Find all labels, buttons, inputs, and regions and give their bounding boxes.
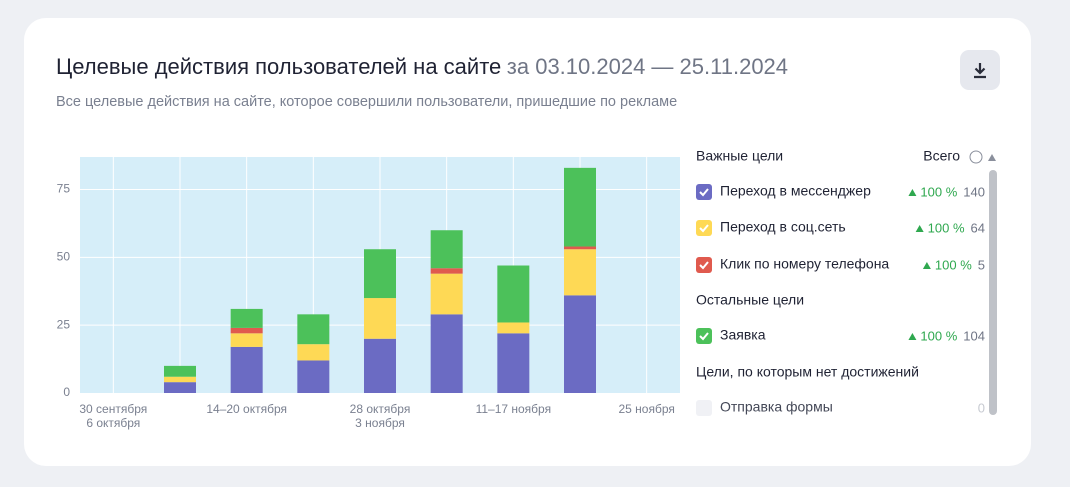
bar-segment [430, 314, 463, 393]
bar-segment [164, 382, 196, 393]
up-arrow [922, 262, 931, 269]
y-tick-label: 75 [57, 182, 71, 196]
total: 0 [978, 400, 985, 415]
bar-segment [564, 246, 596, 250]
total: 5 [978, 257, 985, 272]
bar-segment [430, 273, 463, 315]
bar-segment [430, 230, 463, 269]
checkbox[interactable] [696, 257, 712, 273]
checkmark [699, 261, 709, 270]
checkbox[interactable] [696, 328, 712, 344]
bar-segment [297, 314, 330, 345]
download-button[interactable] [960, 50, 1000, 90]
bar-segment [164, 365, 196, 377]
bar-segment [497, 333, 530, 393]
scrollbar[interactable] [989, 170, 997, 415]
legend-label: Переход в мессенджер [720, 183, 871, 199]
legend-item[interactable]: Переход в мессенджер 100 % 140 [696, 183, 985, 200]
x-tick-label: 3 ноября [355, 416, 405, 430]
legend-heading: Цели, по которым нет достижений [696, 364, 919, 380]
legend: Переход в мессенджер 100 % 140 Переход в со… [696, 183, 985, 416]
total: 64 [971, 220, 985, 235]
legend-heading: Остальные цели [696, 292, 804, 308]
checkmark [699, 188, 709, 197]
legend-label: Отправка формы [720, 399, 833, 415]
x-tick-label: 14–20 октября [206, 402, 287, 416]
bar-segment [230, 327, 263, 334]
change: 100 % [928, 220, 965, 235]
bar-segment [497, 265, 530, 323]
change: 100 % [920, 328, 957, 343]
bar-segment [164, 376, 196, 383]
bar-segment [230, 308, 263, 328]
bar-segment [564, 249, 596, 296]
bar-segment [430, 268, 463, 274]
subtitle: Все целевые действия на сайте, которое с… [56, 94, 677, 110]
legend-label: Заявка [720, 327, 766, 343]
legend-heading: Важные цели [696, 148, 783, 164]
bar-segment [364, 249, 396, 299]
legend-label: Переход в соц.сеть [720, 219, 846, 235]
change: 100 % [935, 257, 972, 272]
checkbox[interactable] [696, 184, 712, 200]
bar-segment [497, 322, 530, 334]
x-tick-label: 6 октября [86, 416, 140, 430]
bar-segment [230, 333, 263, 347]
period: за 03.10.2024 — 25.11.2024 [507, 54, 788, 79]
legend-label: Клик по номеру телефона [720, 256, 889, 272]
change: 100 % [920, 184, 957, 199]
checkmark [699, 224, 709, 233]
checkmark [699, 332, 709, 341]
x-tick-label: 25 ноября [618, 402, 674, 416]
legend-item[interactable]: Заявка 100 % 104 [696, 327, 985, 344]
title: Целевые действия пользователей на сайте з… [56, 54, 788, 79]
total: 140 [963, 184, 985, 199]
scroll-up[interactable] [988, 154, 996, 161]
title-text: Целевые действия пользователей на сайте [56, 54, 501, 79]
x-tick-label: 11–17 ноября [476, 402, 552, 416]
help-icon[interactable] [969, 150, 983, 164]
up-arrow [908, 189, 917, 196]
bar-segment [364, 338, 396, 393]
legend-item[interactable]: Клик по номеру телефона 100 % 5 [696, 256, 985, 273]
checkbox[interactable] [696, 220, 712, 236]
up-arrow [908, 333, 917, 340]
checkbox[interactable] [696, 400, 712, 416]
bar-segment [564, 295, 596, 393]
x-tick-label: 30 сентября [79, 402, 147, 416]
download-icon [974, 63, 986, 79]
legend-item[interactable]: Переход в соц.сеть 100 % 64 [696, 219, 985, 236]
total: 104 [963, 328, 985, 343]
legend-item[interactable]: Отправка формы 0 [696, 399, 985, 416]
total-header: Всего [923, 148, 960, 164]
y-tick-label: 25 [57, 317, 71, 331]
bar-segment [230, 346, 263, 393]
y-tick-label: 0 [63, 385, 70, 399]
bar-segment [364, 298, 396, 339]
up-arrow [915, 225, 924, 232]
bar-segment [297, 360, 330, 393]
x-tick-label: 28 октября [350, 402, 411, 416]
bar-segment [564, 167, 596, 247]
bar-segment [297, 344, 330, 361]
y-tick-label: 50 [57, 250, 71, 264]
